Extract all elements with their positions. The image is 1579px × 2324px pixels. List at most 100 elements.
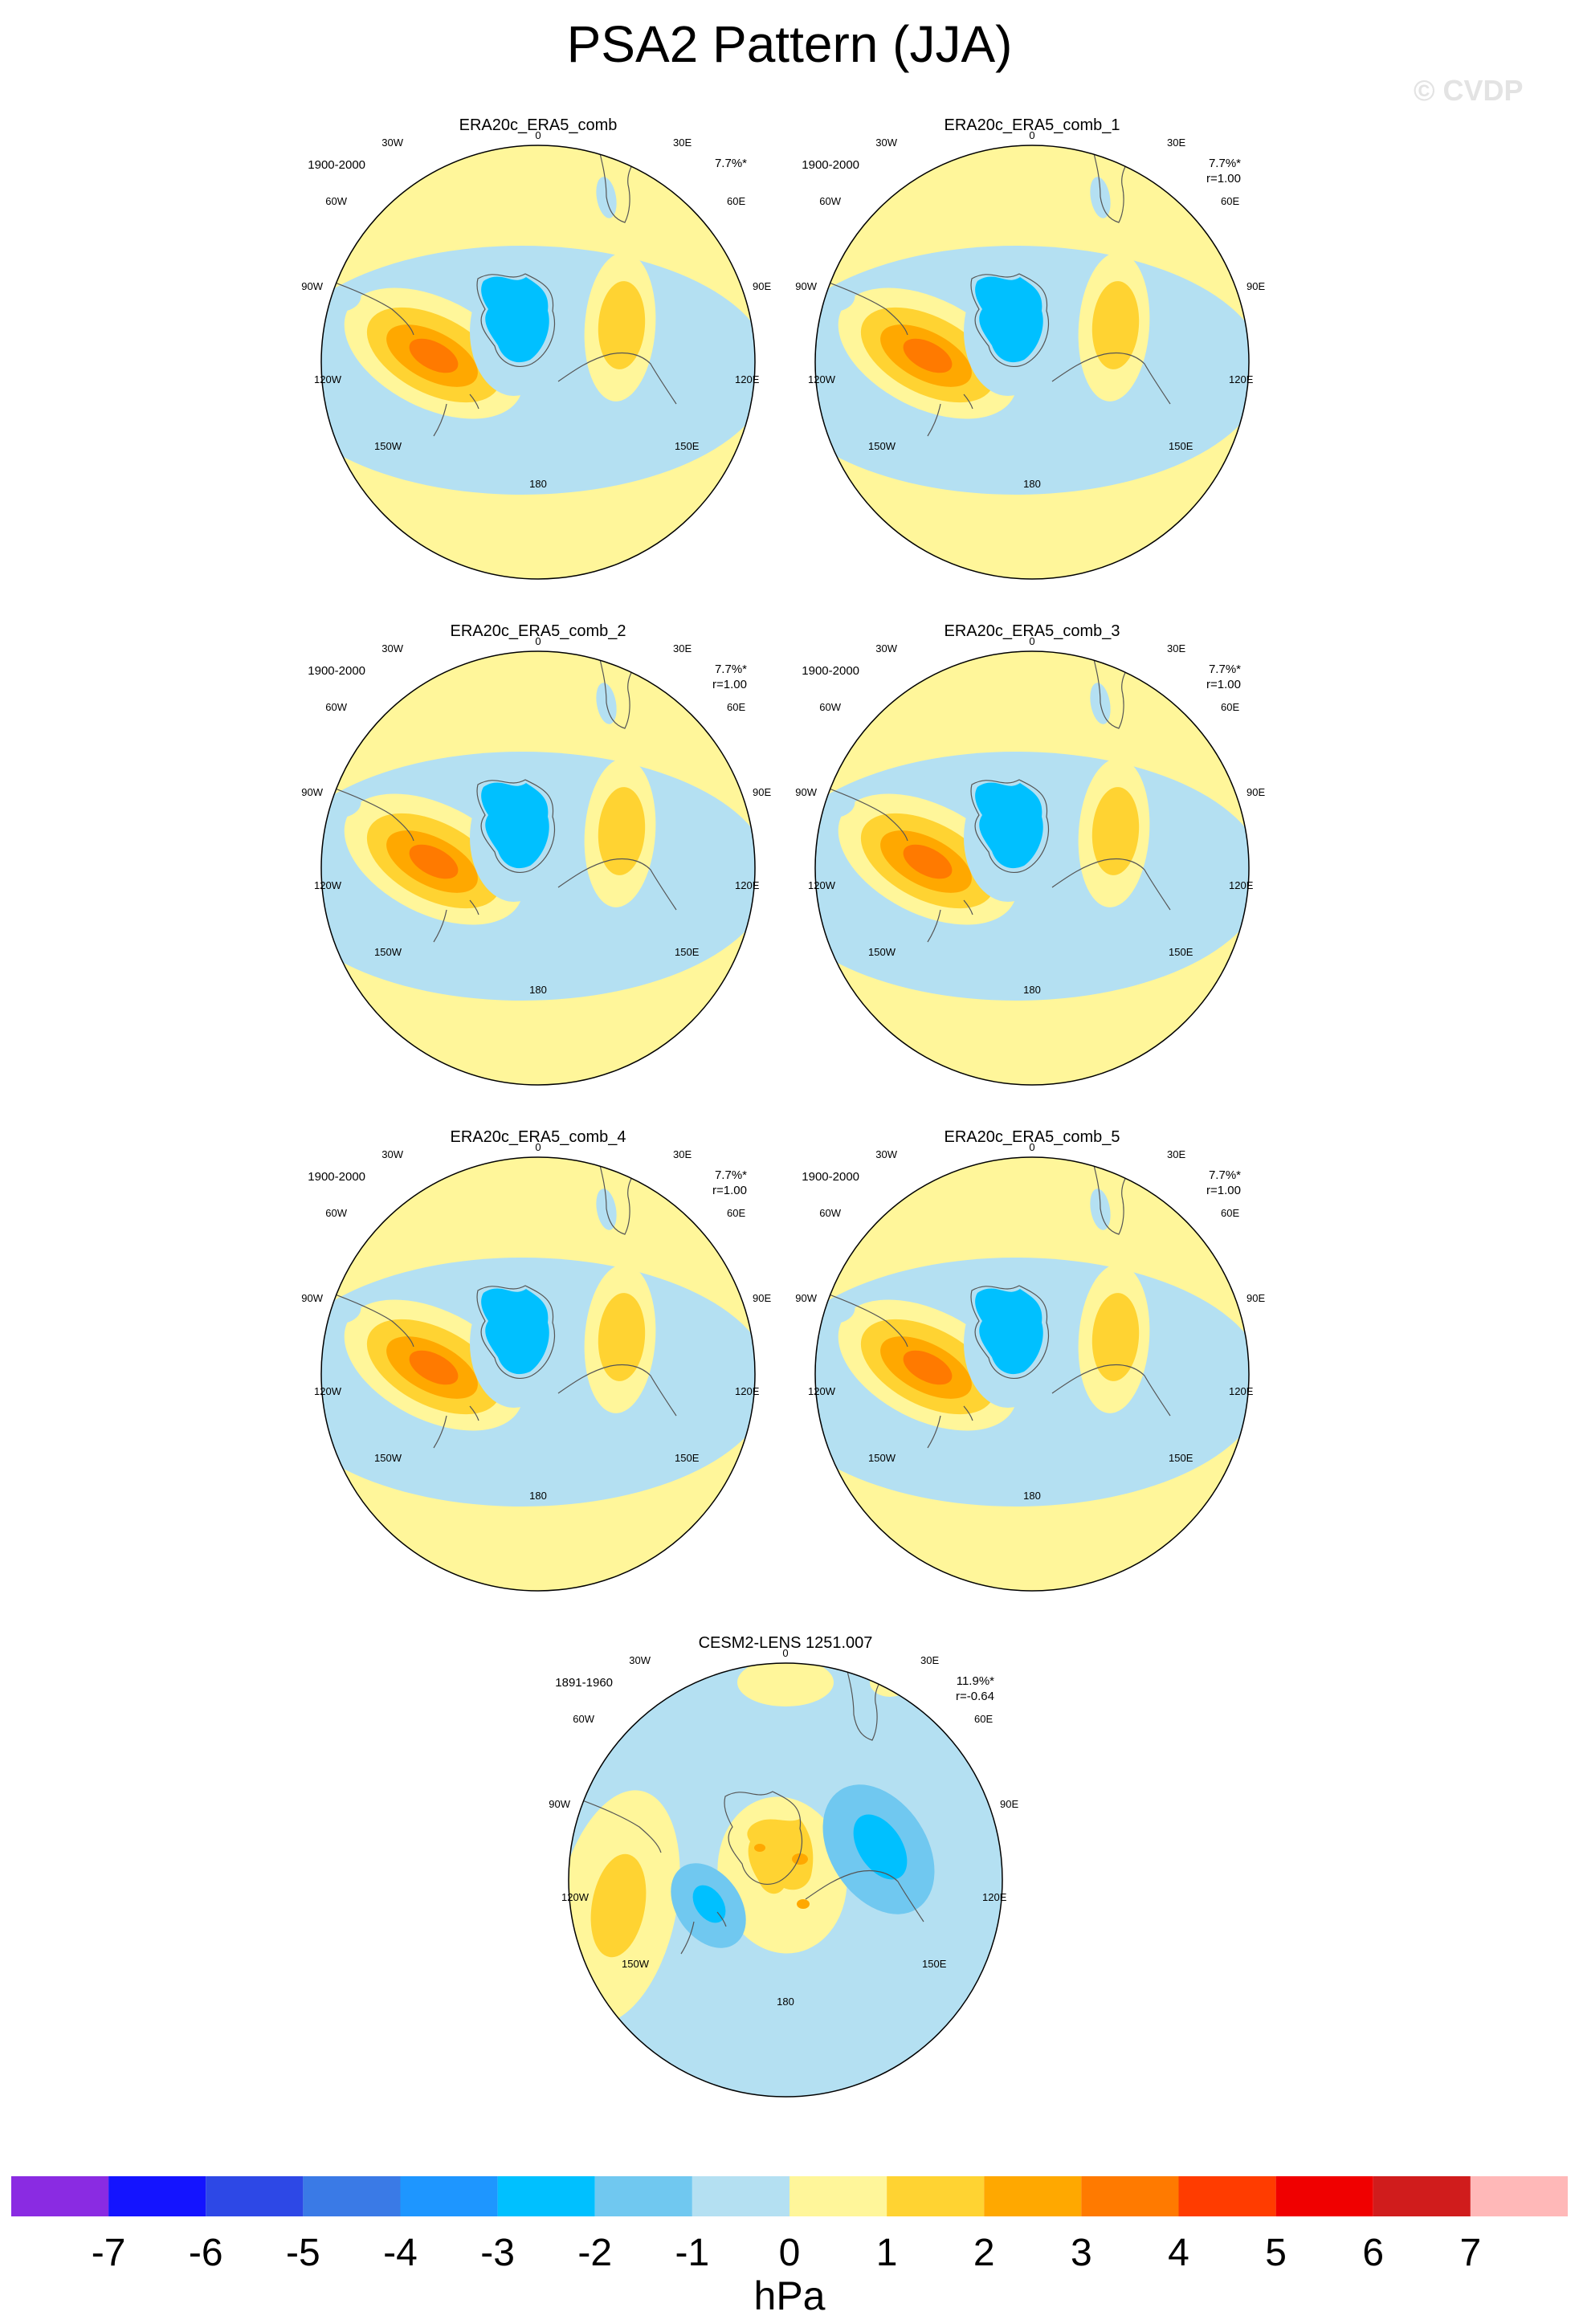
colorbar-segment (303, 2176, 401, 2216)
indian-ocean-positive-inner (598, 281, 646, 369)
coastline (970, 1285, 1050, 1380)
contour-fill (815, 145, 1249, 579)
panel-title: ERA20c_ERA5_comb_3 (944, 622, 1120, 640)
colorbar-segment (1178, 2176, 1276, 2216)
polar-map: 0 30E 60E 90E 120E 150E 180 150W 120W 90W 60W 30W (795, 635, 1265, 1086)
colorbar-tick-label: -5 (286, 2232, 320, 2274)
longitude-label: 120W (808, 1385, 836, 1397)
coastline (598, 652, 639, 729)
coastline (815, 1288, 908, 1348)
indian-ocean-positive-inner (598, 1293, 646, 1381)
coastline (1091, 1158, 1133, 1235)
positive-anomaly-core (409, 1350, 459, 1385)
coastline (963, 393, 973, 410)
polar-map: 0 30E 60E 90E 120E 150E 180 150W 120W 90W 60W 30W (795, 129, 1265, 580)
coastline (557, 1364, 677, 1417)
colorbar-tick-label: -6 (188, 2232, 223, 2274)
coastline (557, 352, 677, 405)
longitude-label: 0 (1029, 129, 1034, 141)
longitude-label: 120W (314, 373, 342, 385)
longitude-label: 150W (374, 946, 402, 958)
colorbar-segment (790, 2176, 887, 2216)
longitude-label: 150W (868, 946, 896, 958)
colorbar-tick-label: 2 (973, 2232, 995, 2274)
coastlines (815, 652, 1171, 943)
longitude-label: 120E (735, 373, 760, 385)
longitude-label: 60W (573, 1713, 594, 1725)
panel-percent-variance: 11.9%* (956, 1674, 994, 1688)
colorbar-segment (108, 2176, 206, 2216)
longitude-label: 90W (795, 1292, 817, 1304)
colorbar-tick-label: 6 (1362, 2232, 1385, 2274)
coastline (1051, 352, 1171, 405)
antarctica-negative-patch (481, 276, 549, 363)
longitude-label: 60W (325, 701, 347, 713)
contour-fill (321, 651, 755, 1085)
map-panel: 0 30E 60E 90E 120E 150E 180 150W 120W 90W 60W 30W E… (297, 622, 827, 1120)
longitude-label: 120W (314, 879, 342, 891)
south-atlantic-positive-anomaly (429, 703, 483, 743)
longitude-label: 150W (868, 440, 896, 452)
coastline (815, 276, 908, 336)
longitude-label: 180 (529, 984, 547, 996)
longitude-label: 30W (875, 1148, 897, 1160)
colorbar-tick-label: -1 (675, 2232, 710, 2274)
coastline (469, 1405, 479, 1421)
colorbar-tick-label: -7 (91, 2232, 126, 2274)
longitude-label: 30W (875, 642, 897, 654)
positive-anomaly-core (409, 338, 459, 373)
longitude-label: 180 (529, 1490, 547, 1502)
longitude-label: 180 (777, 1996, 794, 2008)
coastline (724, 1791, 803, 1886)
positive-anomaly-core (903, 338, 953, 373)
colorbar-tick-label: -4 (383, 2232, 418, 2274)
antarctic-positive-spot (797, 1899, 810, 1909)
positive-anomaly-core (903, 844, 953, 879)
longitude-label: 150E (1169, 946, 1193, 958)
longitude-label: 90E (753, 786, 771, 798)
longitude-label: 30W (381, 642, 403, 654)
longitude-label: 120W (808, 373, 836, 385)
south-america-negative-patch (329, 1299, 361, 1323)
coastlines (815, 1158, 1171, 1449)
south-america-negative-patch (329, 287, 361, 312)
longitude-label: 30E (920, 1654, 939, 1666)
coastlines (321, 652, 677, 943)
contour-fill (815, 1157, 1249, 1591)
coastline (321, 276, 414, 336)
indian-ocean-positive-inner (1091, 1293, 1140, 1381)
contour-fill (321, 1157, 755, 1591)
coastline (321, 1288, 414, 1348)
longitude-label: 90W (795, 280, 817, 292)
coastline (433, 909, 447, 943)
longitude-label: 30W (381, 1148, 403, 1160)
antarctica-negative-patch (975, 782, 1043, 869)
longitude-label: 150E (922, 1958, 947, 1970)
longitude-label: 30W (629, 1654, 651, 1666)
antarctic-positive-spot (792, 1853, 808, 1865)
panel-correlation: r=1.00 (1206, 678, 1241, 691)
map-panel: 0 30E 60E 90E 120E 150E 180 150W 120W 90W 60W 30W E… (297, 1128, 827, 1626)
colorbar-tick-label: -3 (480, 2232, 515, 2274)
colorbar-segment (206, 2176, 304, 2216)
south-atlantic-positive-anomaly (923, 703, 977, 743)
longitude-label: 90E (1000, 1798, 1018, 1810)
coastline (476, 1285, 556, 1380)
map-panel: 0 30E 60E 90E 120E 150E 180 150W 120W 90W 60W 30W C… (545, 1634, 1075, 2132)
panel-years: 1900-2000 (308, 158, 365, 172)
map-border (568, 1662, 1003, 2098)
coastline (1091, 652, 1133, 729)
watermark: © CVDP (1414, 74, 1524, 107)
coastline (469, 393, 479, 410)
panel-years: 1900-2000 (802, 664, 859, 678)
contour-fill (815, 651, 1249, 1085)
longitude-label: 150E (675, 1452, 700, 1464)
coastlines (815, 146, 1171, 437)
longitude-label: 0 (782, 1647, 788, 1659)
longitude-label: 150E (675, 440, 700, 452)
panel-percent-variance: 7.7%* (1208, 663, 1241, 676)
longitude-label: 30W (381, 137, 403, 149)
southwest-pacific-positive-anomaly (922, 2044, 978, 2084)
coastline (970, 273, 1050, 368)
colorbar-segment (594, 2176, 692, 2216)
